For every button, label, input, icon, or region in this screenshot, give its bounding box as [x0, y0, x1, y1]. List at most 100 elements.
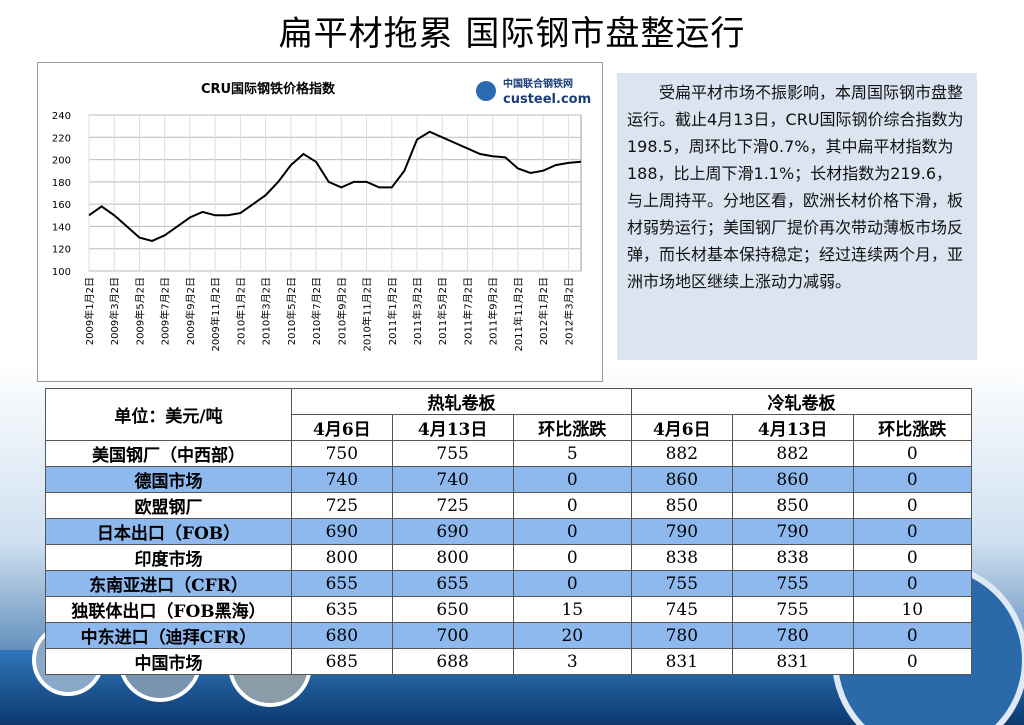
table-cell: 欧盟钢厂: [45, 492, 292, 519]
table-cell: 3: [512, 648, 632, 675]
x-tick-label: 2011年11月2日: [512, 277, 525, 352]
table-cell: 635: [291, 596, 393, 623]
table-cell: 0: [852, 544, 973, 571]
x-tick-label: 2010年5月2日: [285, 277, 298, 345]
table-cell: 680: [291, 622, 393, 649]
y-tick-label: 180: [52, 178, 71, 189]
table-row: 单位：美元/吨 热轧卷板 冷轧卷板: [45, 388, 973, 441]
table-cell: 780: [630, 622, 733, 649]
table-cell: 690: [391, 518, 514, 545]
price-table: 单位：美元/吨 热轧卷板 冷轧卷板 4月6日 4月13日 环比涨跌 4月6日 4月13日 环比涨…: [45, 388, 973, 675]
table-cell: 790: [630, 518, 733, 545]
x-tick-label: 2011年7月2日: [461, 277, 474, 345]
x-tick-label: 2009年3月2日: [108, 277, 121, 345]
table-cell: 750: [291, 440, 393, 467]
table-cell: 740: [291, 466, 393, 493]
x-tick-label: 2009年9月2日: [184, 277, 197, 345]
table-cell: 838: [731, 544, 854, 571]
x-tick-label: 2009年5月2日: [133, 277, 146, 345]
y-tick-label: 200: [52, 156, 71, 167]
table-cell: 800: [291, 544, 393, 571]
table-cell: 0: [852, 466, 973, 493]
table-cell: 东南亚进口（CFR）: [45, 570, 292, 597]
y-tick-label: 120: [52, 245, 71, 256]
table-cell: 德国市场: [45, 466, 292, 493]
table-cell: 755: [731, 596, 854, 623]
table-cell: 热轧卷板: [291, 388, 632, 415]
table-row: 中国市场 685 688 3 831 831 0: [45, 648, 973, 675]
y-tick-label: 160: [52, 200, 71, 211]
x-tick-label: 2011年3月2日: [411, 277, 424, 345]
y-tick-label: 220: [52, 133, 71, 144]
table-cell: 655: [291, 570, 393, 597]
slide-title: 扁平材拖累 国际钢市盘整运行: [278, 14, 746, 54]
table-cell: 725: [291, 492, 393, 519]
plot-area: [88, 114, 582, 272]
table-row: 德国市场 740 740 0 860 860 0: [45, 466, 973, 493]
x-tick-label: 2011年5月2日: [436, 277, 449, 345]
table-cell: 中国市场: [45, 648, 292, 675]
table-cell: 0: [512, 570, 632, 597]
table-cell: 655: [391, 570, 514, 597]
y-tick-label: 240: [52, 111, 71, 122]
table-cell: 690: [291, 518, 393, 545]
table-cell: 755: [391, 440, 514, 467]
y-tick-label: 140: [52, 222, 71, 233]
logo-text: custeel.com: [503, 92, 591, 107]
table-cell: 0: [512, 544, 632, 571]
table-cell: 4月6日: [630, 414, 733, 441]
table-cell: 0: [852, 518, 973, 545]
table-cell: 740: [391, 466, 514, 493]
table-cell: 755: [630, 570, 733, 597]
table-cell: 860: [630, 466, 733, 493]
table-row: 印度市场 800 800 0 838 838 0: [45, 544, 973, 571]
table-cell: 882: [630, 440, 733, 467]
table-cell: 4月13日: [731, 414, 854, 441]
x-tick-label: 2012年3月2日: [562, 277, 575, 345]
table-cell: 0: [852, 622, 973, 649]
x-tick-label: 2009年11月2日: [209, 277, 222, 352]
table-cell: 831: [731, 648, 854, 675]
table-cell: 700: [391, 622, 514, 649]
table-cell: 650: [391, 596, 514, 623]
table-cell: 环比涨跌: [852, 414, 973, 441]
table-cell: 780: [731, 622, 854, 649]
table-cell: 725: [391, 492, 514, 519]
table-cell: 0: [512, 518, 632, 545]
table-cell: 860: [731, 466, 854, 493]
table-cell: 5: [512, 440, 632, 467]
table-cell: 755: [731, 570, 854, 597]
table-cell: 790: [731, 518, 854, 545]
table-cell: 4月6日: [291, 414, 393, 441]
x-tick-label: 2010年1月2日: [234, 277, 247, 345]
table-row: 东南亚进口（CFR） 655 655 0 755 755 0: [45, 570, 973, 597]
table-cell: 685: [291, 648, 393, 675]
table-cell: 0: [852, 492, 973, 519]
table-cell: 745: [630, 596, 733, 623]
table-cell: 环比涨跌: [512, 414, 632, 441]
table-cell: 中东进口（迪拜CFR）: [45, 622, 292, 649]
table-cell: 0: [852, 440, 973, 467]
x-tick-label: 2010年3月2日: [260, 277, 273, 345]
logo-icon: [476, 81, 496, 101]
table-row: 美国钢厂（中西部） 750 755 5 882 882 0: [45, 440, 973, 467]
chart-title: CRU国际钢铁价格指数: [201, 81, 336, 97]
table-cell: 独联体出口（FOB黑海）: [45, 596, 292, 623]
table-cell: 15: [512, 596, 632, 623]
x-tick-label: 2010年11月2日: [361, 277, 374, 352]
table-cell: 850: [731, 492, 854, 519]
table-cell: 日本出口（FOB）: [45, 518, 292, 545]
y-tick-label: 100: [52, 267, 71, 278]
chart: CRU国际钢铁价格指数 中国联合钢铁网 custeel.com 100 120 14…: [52, 77, 591, 352]
table-cell: 0: [512, 492, 632, 519]
x-tick-label: 2011年9月2日: [487, 277, 500, 345]
price-line: [88, 130, 582, 242]
table-row: 欧盟钢厂 725 725 0 850 850 0: [45, 492, 973, 519]
logo-text: 中国联合钢铁网: [503, 77, 573, 90]
table-cell: 800: [391, 544, 514, 571]
table-row: 中东进口（迪拜CFR） 680 700 20 780 780 0: [45, 622, 973, 649]
table-cell: 冷轧卷板: [630, 388, 973, 415]
table-cell: 4月13日: [391, 414, 514, 441]
table-cell: 688: [391, 648, 514, 675]
